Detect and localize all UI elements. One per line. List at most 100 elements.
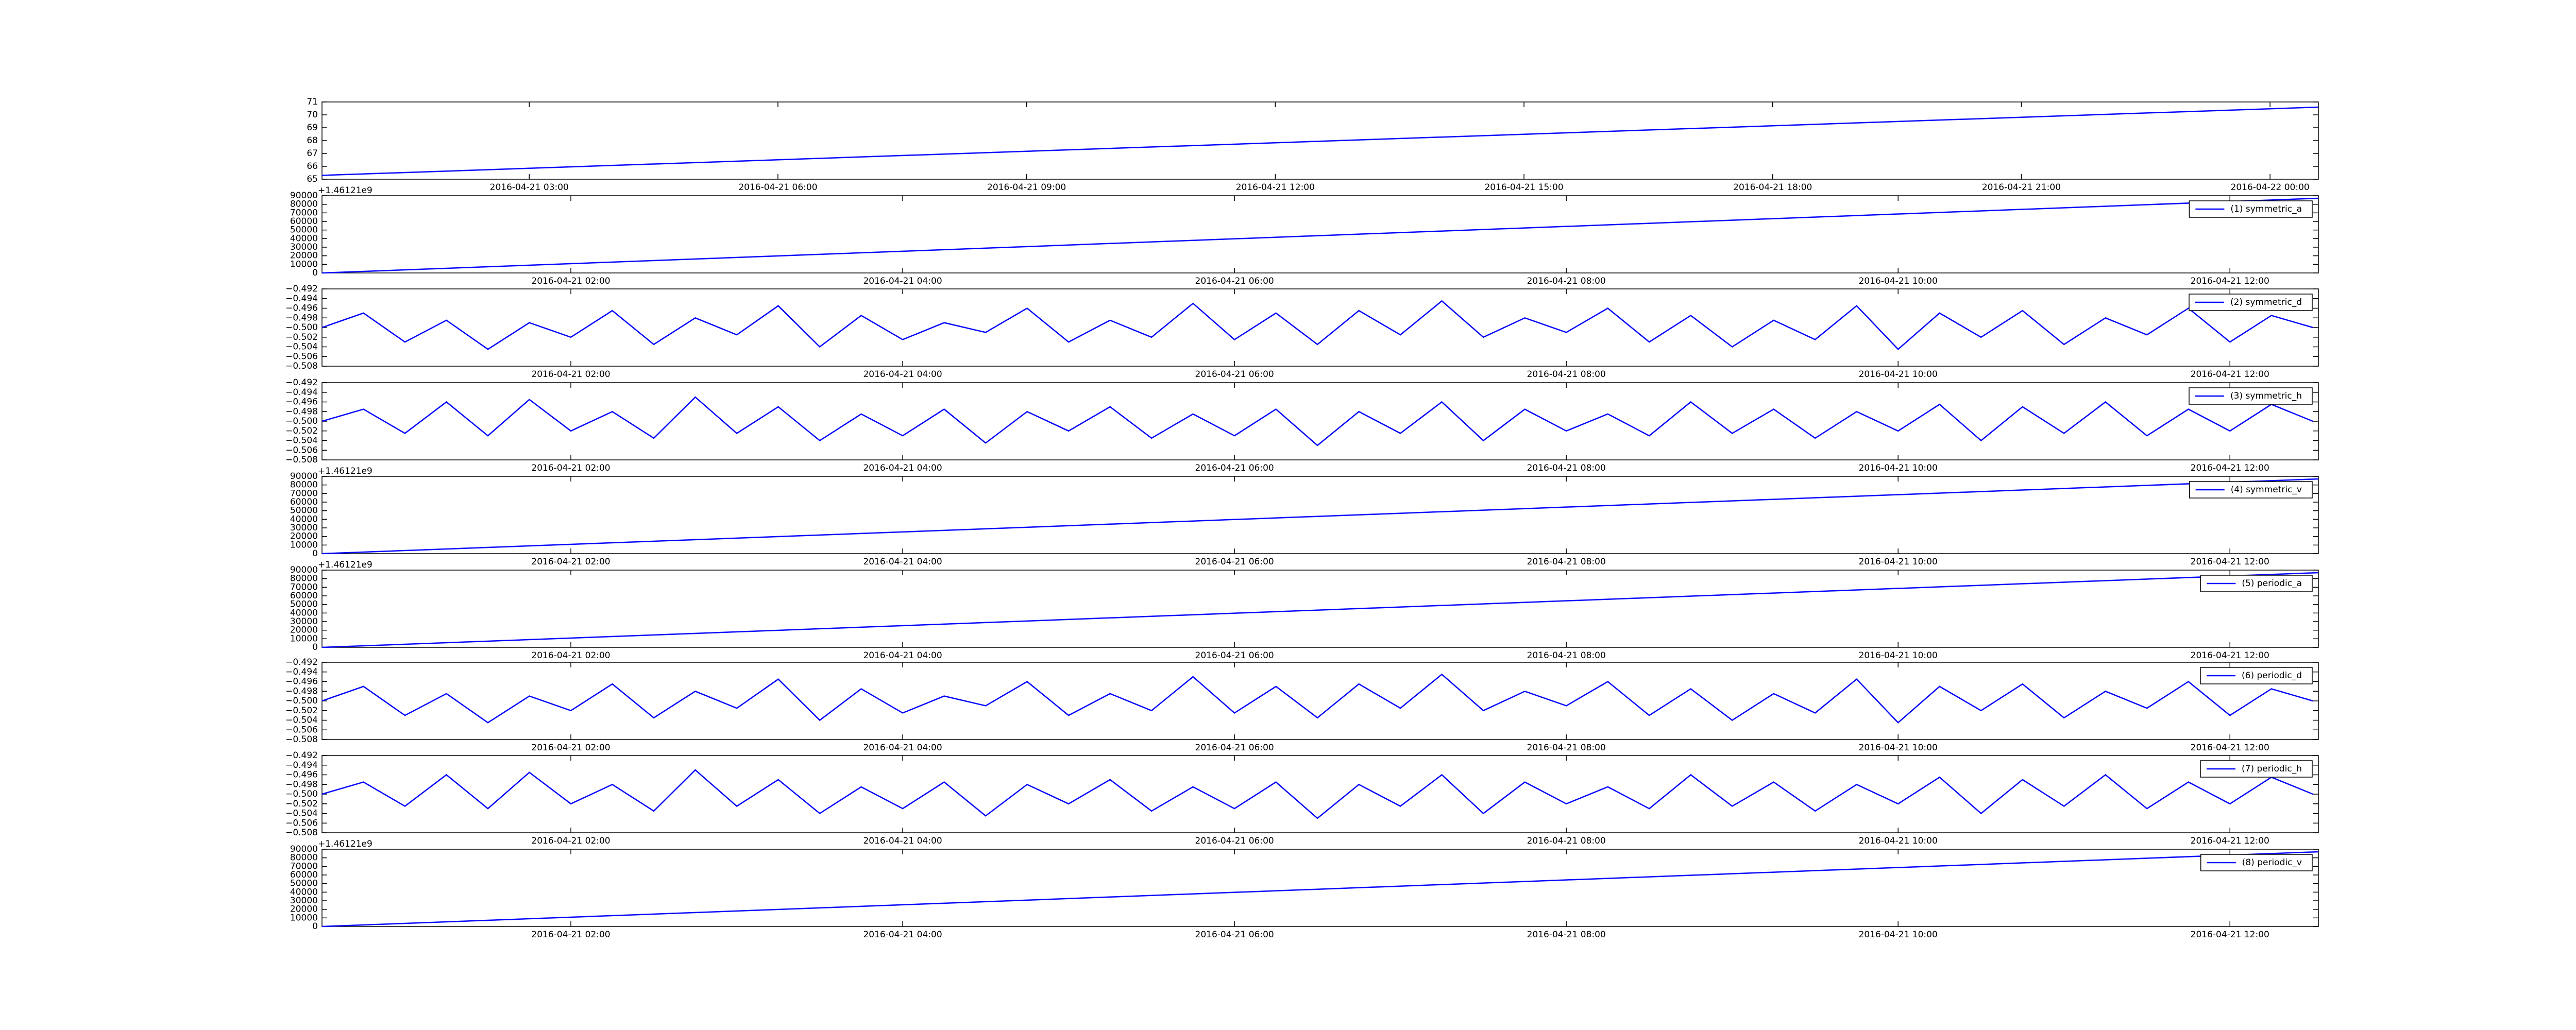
- x-tick-label: 2016-04-21 04:00: [863, 836, 942, 846]
- y-tick-label: −0.500: [285, 322, 318, 333]
- legend-label: (6) periodic_d: [2242, 671, 2302, 681]
- legend: (6) periodic_d: [2200, 667, 2313, 684]
- y-tick-label: −0.496: [285, 303, 318, 314]
- y-tick-label: −0.498: [285, 406, 318, 417]
- subplot: −0.508−0.506−0.504−0.502−0.500−0.498−0.4…: [285, 377, 2319, 473]
- y-tick-label: −0.496: [285, 397, 318, 407]
- y-tick-label: 65: [307, 174, 318, 184]
- x-tick-label: 2016-04-21 10:00: [1859, 463, 1938, 473]
- axes-frame: [321, 382, 2319, 460]
- y-tick-label: 20000: [290, 531, 318, 542]
- offset-text: +1.46121e9: [318, 839, 372, 849]
- series-line: [321, 197, 2319, 274]
- x-tick-label: 2016-04-21 18:00: [1733, 182, 1812, 193]
- subplot: −0.508−0.506−0.504−0.502−0.500−0.498−0.4…: [285, 284, 2319, 380]
- y-tick-label: −0.504: [285, 436, 318, 446]
- y-tick-label: 50000: [290, 599, 318, 610]
- y-tick-label: −0.492: [285, 284, 318, 294]
- legend-label: (7) periodic_h: [2242, 764, 2302, 774]
- y-tick-label: 80000: [290, 480, 318, 490]
- y-tick-label: 30000: [290, 242, 318, 252]
- x-tick-label: 2016-04-21 08:00: [1527, 276, 1606, 286]
- x-tick-label: 2016-04-22 00:00: [2231, 182, 2310, 193]
- series-line: [321, 300, 2313, 350]
- y-tick-label: 66: [307, 161, 318, 171]
- legend-label: (4) symmetric_v: [2231, 485, 2302, 495]
- y-tick-label: 20000: [290, 625, 318, 636]
- y-tick-label: 40000: [290, 608, 318, 618]
- y-tick-label: 10000: [290, 540, 318, 550]
- y-tick-label: 80000: [290, 574, 318, 584]
- y-tick-label: 60000: [290, 591, 318, 601]
- x-tick-label: 2016-04-21 04:00: [863, 557, 942, 567]
- x-tick-label: 2016-04-21 10:00: [1859, 650, 1938, 661]
- x-tick-label: 2016-04-21 06:00: [1195, 650, 1274, 661]
- y-tick-label: 90000: [290, 471, 318, 482]
- y-tick-label: 69: [307, 123, 318, 133]
- legend: (1) symmetric_a: [2189, 200, 2313, 218]
- y-tick-label: −0.506: [285, 351, 318, 362]
- x-tick-label: 2016-04-21 10:00: [1859, 557, 1938, 567]
- y-tick-label: −0.498: [285, 779, 318, 789]
- x-tick-label: 2016-04-21 02:00: [531, 836, 610, 846]
- y-tick-label: −0.496: [285, 677, 318, 687]
- x-tick-label: 2016-04-21 08:00: [1527, 557, 1606, 567]
- y-tick-label: 90000: [290, 191, 318, 201]
- series-line: [321, 396, 2313, 447]
- y-tick-label: −0.504: [285, 809, 318, 819]
- y-tick-label: −0.500: [285, 416, 318, 426]
- x-tick-label: 2016-04-21 09:00: [987, 182, 1066, 193]
- offset-text: +1.46121e9: [318, 185, 372, 196]
- y-tick-label: 20000: [290, 904, 318, 915]
- series-line: [321, 851, 2319, 928]
- y-tick-label: 0: [312, 642, 318, 653]
- axes-frame: [321, 195, 2319, 273]
- y-tick-label: 50000: [290, 879, 318, 889]
- x-tick-label: 2016-04-21 10:00: [1859, 369, 1938, 380]
- axes-frame: [321, 849, 2319, 927]
- x-tick-label: 2016-04-21 06:00: [1195, 930, 1274, 940]
- y-tick-label: −0.496: [285, 770, 318, 780]
- y-tick-label: −0.502: [285, 332, 318, 342]
- y-tick-label: −0.498: [285, 686, 318, 696]
- x-tick-label: 2016-04-21 06:00: [1195, 836, 1274, 846]
- x-tick-label: 2016-04-21 12:00: [2191, 930, 2269, 940]
- offset-text: +1.46121e9: [318, 560, 372, 570]
- x-tick-label: 2016-04-21 02:00: [531, 276, 610, 286]
- y-tick-label: 70000: [290, 861, 318, 871]
- y-tick-label: −0.504: [285, 342, 318, 352]
- legend: (4) symmetric_v: [2189, 481, 2313, 499]
- y-tick-label: 60000: [290, 216, 318, 227]
- x-tick-label: 2016-04-21 08:00: [1527, 743, 1606, 753]
- x-tick-label: 2016-04-21 08:00: [1527, 836, 1606, 846]
- x-tick-label: 2016-04-21 08:00: [1527, 463, 1606, 473]
- x-tick-label: 2016-04-21 10:00: [1859, 930, 1938, 940]
- series-line: [321, 673, 2313, 724]
- legend: (8) periodic_v: [2200, 854, 2313, 871]
- subplot: −0.508−0.506−0.504−0.502−0.500−0.498−0.4…: [285, 750, 2319, 846]
- y-tick-label: −0.502: [285, 799, 318, 809]
- x-tick-label: 2016-04-21 12:00: [2191, 463, 2269, 473]
- y-tick-label: −0.492: [285, 750, 318, 761]
- x-tick-label: 2016-04-21 04:00: [863, 743, 942, 753]
- y-tick-label: 50000: [290, 225, 318, 235]
- series-line: [321, 572, 2319, 648]
- y-tick-label: 80000: [290, 199, 318, 210]
- y-tick-label: −0.504: [285, 715, 318, 726]
- x-tick-label: 2016-04-21 12:00: [2191, 743, 2269, 753]
- y-tick-label: −0.506: [285, 725, 318, 735]
- y-tick-label: 10000: [290, 259, 318, 269]
- subplot: −0.508−0.506−0.504−0.502−0.500−0.498−0.4…: [285, 657, 2319, 753]
- y-tick-label: 10000: [290, 633, 318, 644]
- y-tick-label: −0.494: [285, 387, 318, 398]
- y-tick-label: −0.492: [285, 657, 318, 667]
- y-tick-label: 40000: [290, 233, 318, 244]
- y-tick-label: −0.508: [285, 455, 318, 465]
- y-tick-label: −0.506: [285, 818, 318, 828]
- y-tick-label: −0.492: [285, 377, 318, 388]
- y-tick-label: 20000: [290, 251, 318, 261]
- y-tick-label: 0: [312, 921, 318, 932]
- x-tick-label: 2016-04-21 12:00: [1236, 182, 1315, 193]
